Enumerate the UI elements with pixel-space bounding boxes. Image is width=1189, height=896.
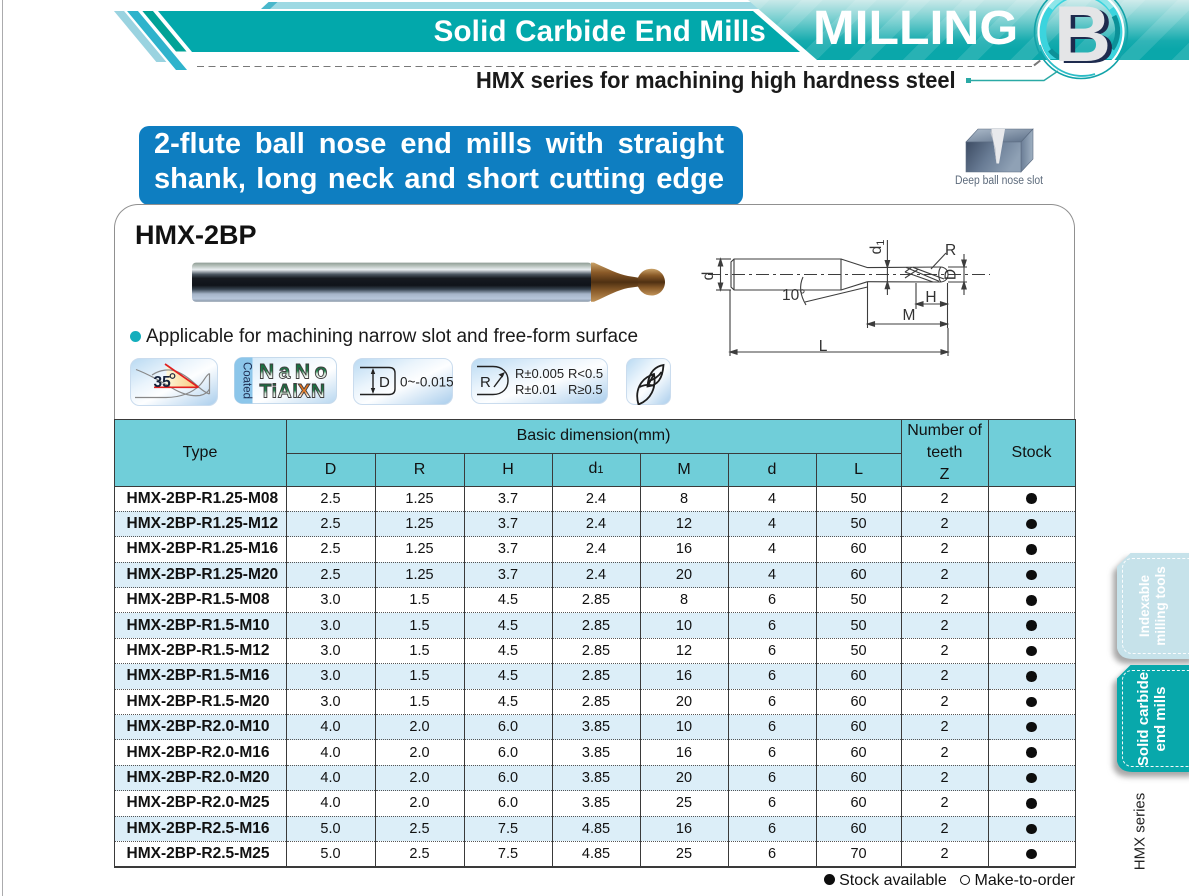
svg-text:d1: d1 (868, 240, 887, 255)
svg-text:L: L (819, 338, 828, 355)
svg-text:0~-0.015: 0~-0.015 (400, 375, 453, 390)
svg-text:Coated: Coated (241, 362, 253, 399)
svg-text:R: R (945, 242, 956, 259)
svg-text:R: R (480, 374, 491, 391)
svg-text:d: d (700, 272, 717, 281)
svg-text:B: B (1059, 0, 1116, 80)
svg-text:35: 35 (154, 374, 172, 391)
svg-text:10°: 10° (782, 287, 805, 304)
svg-text:B: B (1054, 0, 1111, 78)
svg-text:D: D (379, 374, 390, 391)
svg-text:TiAl: TiAl (260, 381, 299, 403)
svg-text:R<0.5: R<0.5 (568, 366, 603, 381)
svg-text:N: N (311, 381, 325, 403)
svg-text:M: M (903, 307, 916, 324)
svg-text:NaNo: NaNo (259, 361, 332, 384)
svg-text:R±0.01: R±0.01 (515, 382, 557, 397)
svg-text:R≥0.5: R≥0.5 (568, 382, 603, 397)
svg-text:H: H (925, 289, 936, 306)
svg-text:X: X (298, 381, 311, 403)
svg-text:D: D (943, 269, 960, 280)
svg-text:R±0.005: R±0.005 (515, 366, 564, 381)
